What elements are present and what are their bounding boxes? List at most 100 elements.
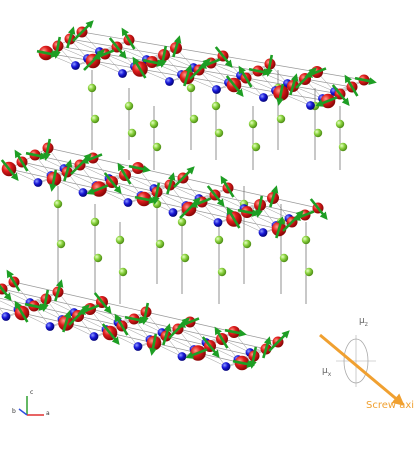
spin-arrow <box>36 49 59 58</box>
green-atom <box>149 119 159 129</box>
green-atom <box>152 199 162 209</box>
spin-arrow <box>179 197 201 219</box>
green-atom <box>186 83 196 93</box>
blue-atom <box>71 61 80 70</box>
green-atom <box>214 128 224 138</box>
green-atom <box>301 235 311 245</box>
spin-arrow <box>255 195 264 218</box>
bond-line <box>304 78 353 88</box>
spin-arrow <box>289 73 299 96</box>
spin-arrow <box>295 67 317 89</box>
spin-arrow <box>14 300 29 323</box>
bond-line <box>222 55 271 65</box>
spin-arrow <box>185 348 208 359</box>
spin-arrow <box>149 333 158 356</box>
spin-arrow <box>232 359 255 368</box>
spin-arrow <box>238 65 253 88</box>
green-atom <box>217 267 227 277</box>
green-atom <box>214 235 224 245</box>
spin-arrow <box>121 27 136 50</box>
mu-z-label: μz <box>359 316 368 328</box>
blue-atom <box>133 342 143 351</box>
bond-line <box>69 38 118 48</box>
green-atom <box>177 217 187 227</box>
spin-arrow <box>173 166 195 188</box>
spin-arrow <box>128 164 151 173</box>
bond-line <box>0 313 7 317</box>
green-atom <box>279 253 289 263</box>
spin-arrow <box>206 185 225 208</box>
blue-atom <box>221 362 231 371</box>
spin-arrow <box>183 64 193 87</box>
spin-arrow <box>315 96 338 107</box>
spin-arrow <box>54 279 64 302</box>
blue-atom <box>165 77 174 86</box>
bond-line <box>175 47 224 57</box>
spin-arrow <box>132 56 147 79</box>
spin-arrow <box>142 58 165 67</box>
spin-arrow <box>141 302 150 325</box>
spin-arrow <box>168 317 190 339</box>
spin-arrow <box>25 151 48 160</box>
bond-line <box>227 187 274 199</box>
green-atom <box>56 239 66 249</box>
green-atom <box>242 239 252 249</box>
bond-line <box>221 338 267 350</box>
bond-line <box>163 54 212 64</box>
spin-arrow <box>159 45 168 68</box>
spin-arrow <box>162 323 172 346</box>
green-atom <box>152 142 162 152</box>
spin-arrow <box>276 83 285 106</box>
spin-arrow <box>214 326 229 349</box>
screw-axis-label: Screw axi <box>366 400 415 411</box>
spin-arrow <box>189 58 211 80</box>
blue-atom <box>177 352 187 361</box>
bond-line <box>128 39 177 49</box>
spin-arrow <box>226 206 241 229</box>
green-atom <box>251 142 261 152</box>
green-atom <box>248 119 258 129</box>
axis-b-label: b <box>12 408 16 415</box>
spin-arrow <box>124 315 147 324</box>
spin-arrow <box>166 172 176 195</box>
spin-arrows <box>0 20 377 369</box>
spin-arrow <box>0 159 19 182</box>
spin-arrow <box>214 46 233 69</box>
green-atom <box>338 142 348 152</box>
spin-arrow <box>103 172 122 195</box>
spin-arrow <box>83 49 105 71</box>
spin-arrow <box>62 310 72 333</box>
spin-arrow <box>172 35 182 58</box>
spin-arrow <box>309 198 328 221</box>
atom-layer <box>0 26 370 371</box>
green-atom <box>90 217 100 227</box>
blue-atom <box>168 208 178 217</box>
blue-atom <box>212 85 221 94</box>
bond-line <box>13 281 59 293</box>
bond-line <box>57 291 103 303</box>
spin-arrow <box>117 162 132 185</box>
spin-arrow <box>275 216 285 239</box>
spin-arrow <box>201 336 220 359</box>
spin-arrow <box>14 149 29 172</box>
spin-arrow <box>101 323 120 346</box>
bond-line <box>101 301 147 313</box>
spin-arrow <box>6 269 21 292</box>
green-atom <box>127 128 137 138</box>
green-atom <box>124 101 134 111</box>
spin-arrow <box>114 313 129 336</box>
spin-arrow <box>41 289 50 312</box>
bond-line <box>116 46 165 56</box>
spin-arrow <box>331 84 350 107</box>
axis-a-label: a <box>46 410 50 417</box>
spin-arrow <box>66 26 76 49</box>
spin-arrow <box>86 184 109 195</box>
green-atom <box>53 199 63 209</box>
bond-line <box>0 300 19 310</box>
green-atom <box>87 83 97 93</box>
blue-atom <box>45 322 55 331</box>
spin-arrow <box>24 302 47 311</box>
blue-atom <box>78 188 88 197</box>
spin-arrow <box>53 36 62 59</box>
spin-arrow <box>63 159 73 182</box>
